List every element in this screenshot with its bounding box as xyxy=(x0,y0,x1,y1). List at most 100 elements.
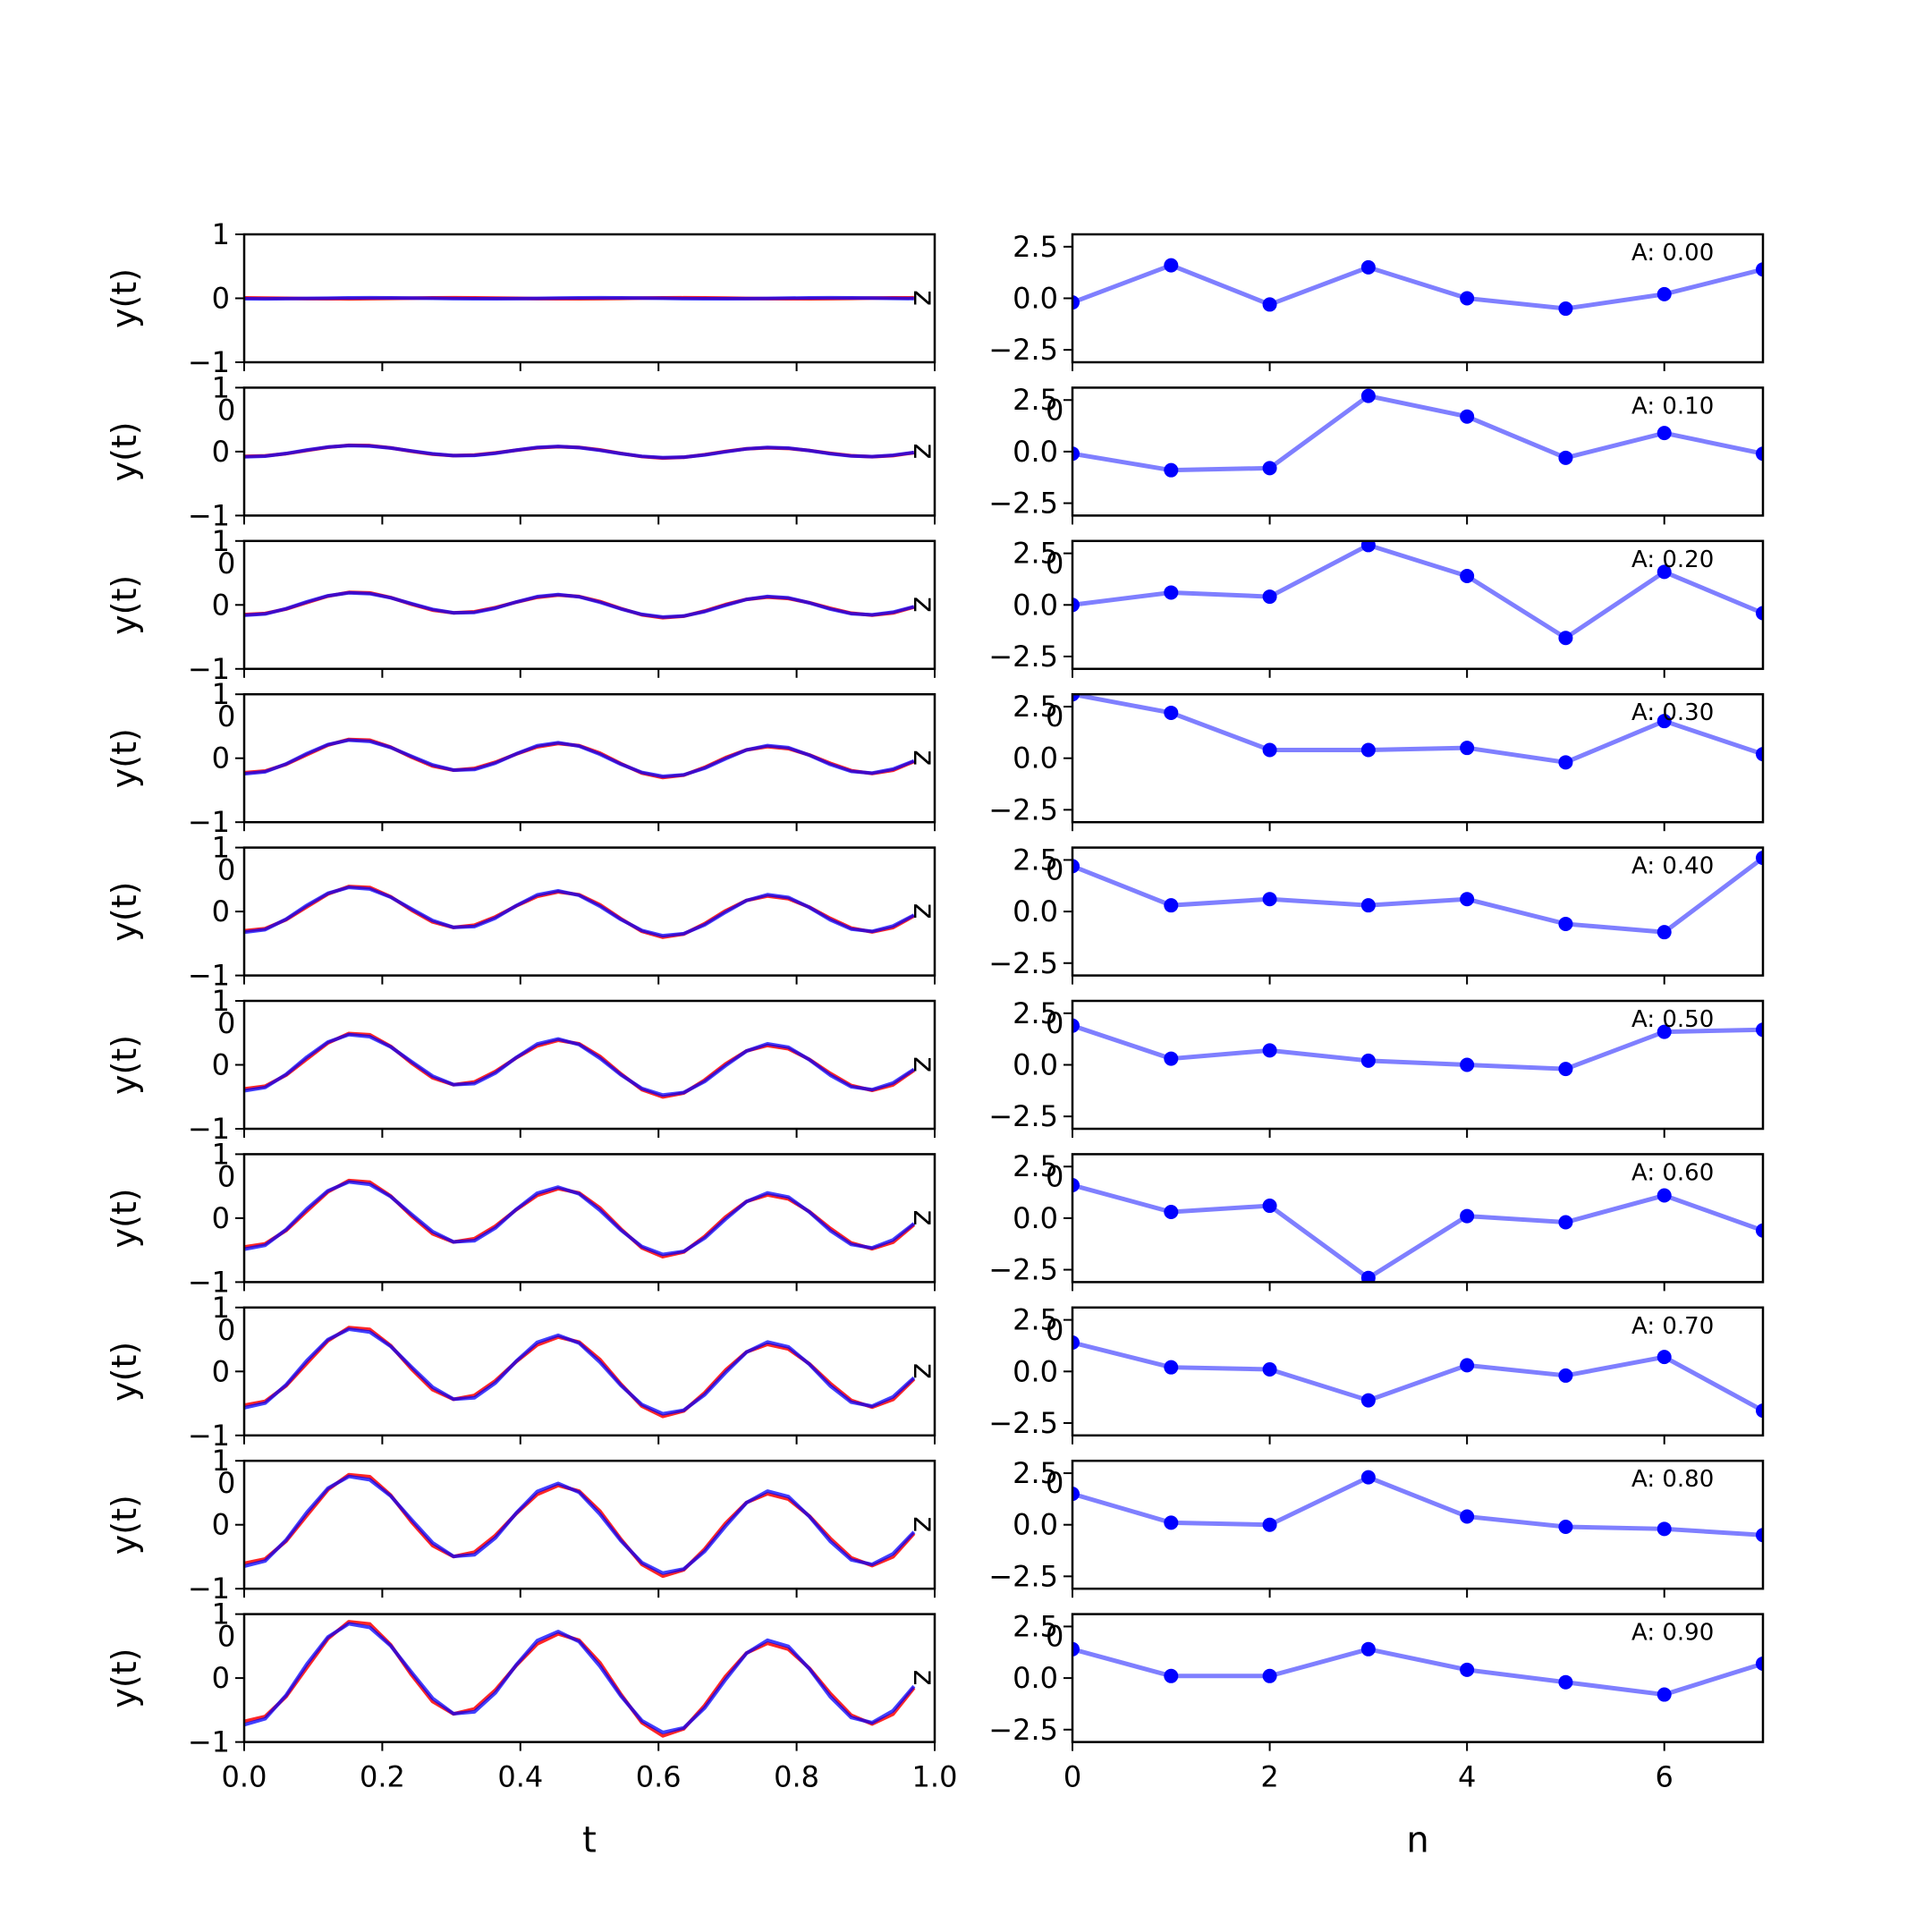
y-tick-label: −2.5 xyxy=(988,792,1058,826)
series-line xyxy=(1072,262,1763,311)
data-point xyxy=(1657,1521,1672,1537)
data-layer xyxy=(244,1620,916,1738)
y-tick-label: 1 xyxy=(212,370,230,404)
axes-frame xyxy=(1071,539,1765,671)
overlap-tick-label: 0 xyxy=(217,1466,235,1500)
y-tick-label: 1 xyxy=(212,1137,230,1171)
data-layer xyxy=(1072,851,1763,940)
series-line xyxy=(1072,1340,1763,1413)
data-point xyxy=(1460,741,1475,756)
data-point xyxy=(1262,1199,1277,1214)
y-tick-label: 2.5 xyxy=(1013,1609,1058,1643)
y-tick-label: 0 xyxy=(212,1048,230,1082)
data-point xyxy=(1164,585,1179,600)
overlap-tick-label: 0 xyxy=(217,1159,235,1193)
data-layer xyxy=(244,1326,916,1419)
y-tick-label: 1 xyxy=(212,1291,230,1325)
y-tick-label: −2.5 xyxy=(988,487,1058,521)
series-line-blue xyxy=(244,1180,916,1257)
y-tick-label: −2.5 xyxy=(988,946,1058,980)
series-line-blue xyxy=(244,1474,916,1575)
axes-frame xyxy=(1071,233,1765,364)
axes-frame xyxy=(242,692,936,824)
y-tick-label: 0.0 xyxy=(1013,1201,1058,1235)
data-point xyxy=(1558,1368,1573,1383)
y-tick-label: 2.5 xyxy=(1013,1303,1058,1337)
data-point xyxy=(1072,295,1080,310)
y-axis-label: y(t) xyxy=(105,1648,144,1708)
y-tick-label: 2.5 xyxy=(1013,843,1058,877)
series-line-blue xyxy=(244,1622,916,1734)
axes-frame xyxy=(1071,386,1765,517)
series-line xyxy=(1072,542,1763,641)
series-line-blue xyxy=(244,1327,916,1416)
axes-frame xyxy=(242,539,936,671)
series-line-blue xyxy=(244,590,915,619)
axes-frame xyxy=(242,999,936,1131)
overlap-tick-label: 0 xyxy=(217,1620,235,1654)
data-point xyxy=(1262,1043,1277,1058)
data-point xyxy=(1657,1188,1672,1203)
series-line-blue xyxy=(244,295,914,301)
series-line xyxy=(1072,1182,1763,1281)
y-axis-label: y(t) xyxy=(105,1035,144,1095)
subplot-right-8: −2.5 0.0 2.50 A: 0.80 xyxy=(988,1456,1765,1598)
data-layer xyxy=(1072,540,1763,646)
axes-frame xyxy=(242,846,936,977)
data-point xyxy=(1164,258,1179,273)
side-label: z xyxy=(906,1209,942,1225)
axes-frame xyxy=(1071,999,1765,1131)
y-tick-label: 1 xyxy=(212,217,230,251)
y-tick-label: 2.5 xyxy=(1013,1456,1058,1490)
data-point xyxy=(1360,898,1376,913)
series-line xyxy=(1072,393,1763,473)
y-tick-label: 2.5 xyxy=(1013,996,1058,1030)
series-line xyxy=(1072,1647,1763,1698)
y-axis-label: y(t) xyxy=(105,882,144,942)
data-point xyxy=(1657,1024,1672,1039)
data-point xyxy=(1657,564,1672,580)
data-layer xyxy=(1072,694,1763,770)
data-layer xyxy=(244,590,915,620)
data-point xyxy=(1360,1470,1376,1485)
data-point xyxy=(1558,301,1573,317)
data-point xyxy=(1756,606,1763,621)
side-label: z xyxy=(906,1670,942,1686)
x-tick-label: 0.0 xyxy=(222,1760,267,1794)
axes-frame xyxy=(242,1153,936,1284)
data-point xyxy=(1558,450,1573,465)
data-point xyxy=(1360,1393,1376,1408)
data-point xyxy=(1072,1335,1080,1351)
y-tick-label: 0 xyxy=(212,1661,230,1695)
overlap-tick-label: 0 xyxy=(217,547,235,580)
side-label: z xyxy=(906,750,942,766)
data-point xyxy=(1262,297,1277,312)
series-line-blue xyxy=(244,738,915,778)
data-point xyxy=(1460,1358,1475,1373)
data-point xyxy=(1460,892,1475,907)
data-point xyxy=(1460,1208,1475,1224)
data-point xyxy=(1558,1062,1573,1077)
y-tick-label: 0 xyxy=(212,1354,230,1388)
data-point xyxy=(1756,1656,1763,1671)
data-point xyxy=(1072,1641,1080,1657)
y-tick-label: −2.5 xyxy=(988,640,1058,674)
overlap-tick-label: 0 xyxy=(217,1313,235,1347)
data-layer xyxy=(244,885,915,939)
data-point xyxy=(1657,426,1672,441)
x-axis-label: n xyxy=(1406,1820,1428,1861)
data-layer xyxy=(1072,1641,1763,1702)
axes-frame xyxy=(1071,692,1765,824)
data-layer xyxy=(1072,388,1763,478)
data-point xyxy=(1558,1674,1573,1690)
y-tick-label: 2.5 xyxy=(1013,537,1058,571)
data-point xyxy=(1756,262,1763,277)
subplot-left-0: −1 0 1 y(t) z xyxy=(105,217,942,379)
